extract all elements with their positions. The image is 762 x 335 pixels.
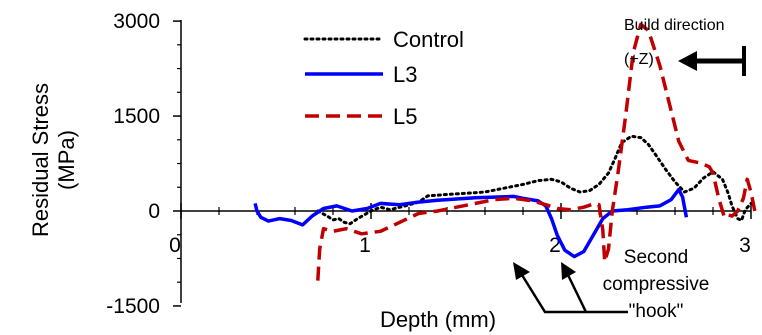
series-line-l3: [253, 187, 689, 259]
hook-pointer-line-2: [566, 274, 588, 313]
y-tick-label: 3000: [113, 10, 160, 33]
legend-l5-label: L5: [393, 104, 417, 129]
second-hook-line-2: compressive: [603, 274, 710, 295]
series-line-l5: [316, 22, 757, 281]
build-direction-axis: (+Z): [624, 51, 654, 68]
x-tick-label: 2: [549, 234, 561, 257]
y-tick-label: -1500: [106, 295, 160, 318]
build-direction-label: Build direction: [624, 17, 725, 34]
hook-arrow-head-2: [561, 262, 576, 280]
hook-pointer-line: [520, 274, 628, 314]
series-layer: [253, 22, 757, 281]
second-hook-annotation: Second compressive "hook": [513, 247, 709, 322]
second-hook-line-1: Second: [624, 247, 688, 268]
x-tick-label: 0: [169, 234, 181, 257]
build-direction-annotation: Build direction (+Z): [624, 17, 746, 76]
y-tick-label: 1500: [113, 105, 160, 128]
legend: Control L3 L5: [303, 27, 464, 129]
x-tick-label: 3: [739, 234, 751, 257]
y-axis-title-line-2: (MPa): [54, 130, 79, 190]
second-hook-line-3: "hook": [629, 301, 684, 322]
axes: -1500 0 1500 3000 0 1 2 3: [106, 10, 752, 318]
y-ticks: -1500 0 1500 3000: [106, 10, 181, 318]
series-line-control: [316, 134, 753, 226]
legend-control-label: Control: [393, 27, 464, 52]
x-axis-title: Depth (mm): [380, 307, 496, 332]
y-tick-label: 0: [148, 200, 160, 223]
x-tick-label: 1: [359, 234, 371, 257]
build-direction-arrow-head: [678, 51, 697, 71]
y-axis-title: Residual Stress (MPa): [28, 83, 79, 237]
legend-l3-label: L3: [393, 62, 417, 87]
y-axis-title-line-1: Residual Stress: [28, 83, 53, 237]
hook-arrow-head-1: [513, 262, 530, 280]
